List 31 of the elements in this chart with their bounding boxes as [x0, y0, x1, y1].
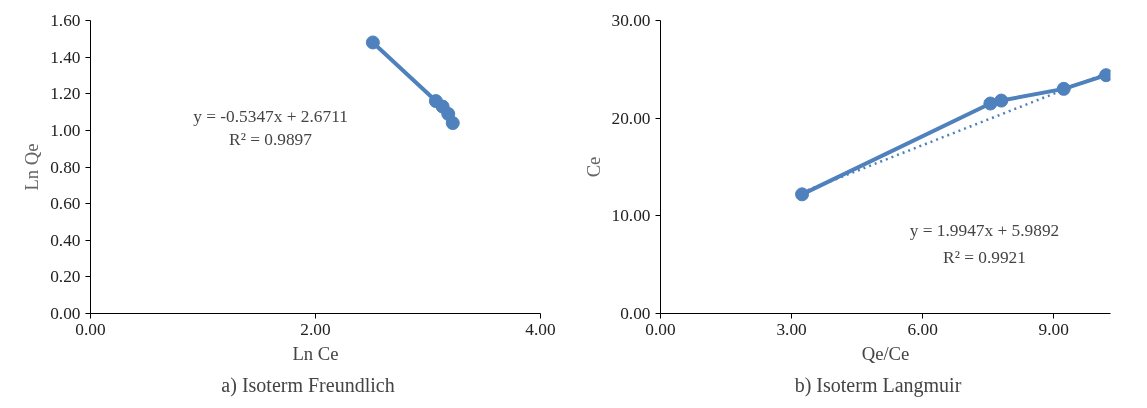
- y-axis-title: Ce: [582, 156, 604, 178]
- y-tick-label: 30.00: [611, 11, 651, 30]
- annotation: R² = 0.9921: [943, 247, 1026, 267]
- annotation: y = -0.5347x + 2.6711: [193, 106, 348, 126]
- point: [365, 35, 380, 50]
- x-tick-label: 4.00: [525, 319, 556, 339]
- point: [445, 116, 460, 131]
- x-tick-label: 6.00: [907, 319, 938, 339]
- y-tick-label: 0.40: [50, 230, 81, 250]
- x-tick-label: 3.00: [776, 319, 807, 339]
- x-axis-title: Qe/Ce: [861, 342, 910, 364]
- y-tick-label: 1.00: [50, 120, 81, 140]
- point: [994, 93, 1009, 108]
- y-axis-title: Ln Qe: [21, 143, 43, 191]
- point: [795, 187, 810, 202]
- y-tick-label: 1.40: [50, 47, 81, 67]
- y-tick-label: 0.60: [50, 194, 81, 214]
- x-tick-label: 2.00: [300, 319, 331, 339]
- y-tick-label: 1.60: [50, 11, 81, 30]
- annotation: y = 1.9947x + 5.9892: [909, 221, 1060, 241]
- y-tick-label: 20.00: [611, 108, 651, 128]
- y-tick-label: 10.00: [611, 206, 651, 226]
- point: [1056, 81, 1071, 96]
- text: b) Isoterm Langmuir: [794, 373, 962, 397]
- text: a) Isoterm Freundlich: [221, 373, 395, 397]
- x-tick-label: 9.00: [1038, 319, 1069, 339]
- y-tick-label: 0.20: [50, 267, 81, 287]
- x-axis-title: Ln Ce: [292, 342, 339, 364]
- annotation: R² = 0.9897: [229, 130, 313, 150]
- y-tick-label: 0.80: [50, 157, 81, 177]
- y-tick-label: 1.20: [50, 84, 81, 104]
